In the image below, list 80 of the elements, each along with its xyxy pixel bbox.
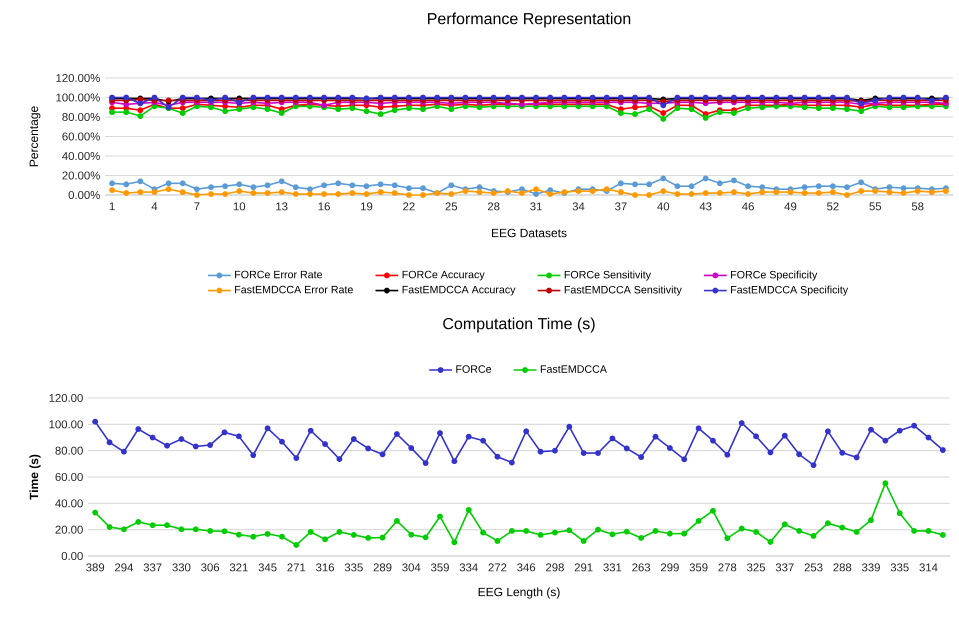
legend-label: FastEMDCCA Specificity xyxy=(731,286,848,296)
y-tick-label: 20.00% xyxy=(62,171,100,180)
x-tick-label: 31 xyxy=(530,202,542,210)
legend-label: FastEMDCCA Accuracy xyxy=(402,286,516,296)
x-tick-label: 325 xyxy=(747,563,766,572)
y-tick-label: 100.00% xyxy=(56,93,100,102)
x-tick-label: 16 xyxy=(318,202,330,210)
x-tick-label: 4 xyxy=(152,202,158,210)
legend-label: FORCe Error Rate xyxy=(235,270,322,278)
x-tick-label: 55 xyxy=(869,202,882,210)
x-tick-label: 289 xyxy=(374,563,392,572)
x-tick-label: 337 xyxy=(776,563,794,572)
x-tick-label: 346 xyxy=(517,563,536,572)
y-tick-label: 0.00 xyxy=(62,552,83,560)
x-tick-label: 306 xyxy=(201,563,220,572)
x-tick-label: 291 xyxy=(574,563,593,572)
x-tick-label: 334 xyxy=(460,563,478,572)
x-tick-label: 299 xyxy=(660,563,679,572)
x-tick-label: 271 xyxy=(287,563,306,572)
x-tick-label: 335 xyxy=(890,563,909,572)
x-tick-label: 58 xyxy=(912,202,924,210)
x-tick-label: 359 xyxy=(430,563,449,572)
x-tick-label: 337 xyxy=(144,563,162,572)
x-tick-label: 43 xyxy=(700,202,712,210)
x-tick-label: 52 xyxy=(827,202,839,210)
x-tick-label: 321 xyxy=(230,563,248,572)
y-tick-label: 80.00% xyxy=(62,112,100,122)
y-tick-label: 60.00% xyxy=(62,132,100,141)
y-axis-title: Time (s) xyxy=(29,454,41,500)
x-tick-label: 335 xyxy=(344,563,363,572)
legend-label: FastEMDCCA xyxy=(540,365,607,373)
x-tick-label: 40 xyxy=(657,202,670,210)
x-tick-label: 314 xyxy=(919,563,938,572)
y-tick-label: 40.00 xyxy=(55,499,83,508)
x-tick-label: 331 xyxy=(603,563,622,572)
x-axis-title: EEG Length (s) xyxy=(478,587,560,599)
x-tick-label: 304 xyxy=(402,563,420,572)
legend-label: FORCe xyxy=(456,365,492,373)
y-tick-label: 60.00 xyxy=(56,472,83,482)
x-tick-label: 34 xyxy=(572,202,584,210)
x-axis-title: EEG Datasets xyxy=(492,228,567,238)
x-tick-label: 272 xyxy=(488,563,506,572)
y-tick-label: 20.00 xyxy=(55,526,83,534)
x-tick-label: 345 xyxy=(258,563,277,572)
x-tick-label: 13 xyxy=(276,202,288,210)
x-tick-label: 316 xyxy=(316,563,334,572)
chart-title: Computation Time (s) xyxy=(443,318,595,332)
y-tick-label: 120.00% xyxy=(56,74,100,82)
y-tick-label: 120.00 xyxy=(49,394,83,402)
x-tick-label: 298 xyxy=(546,563,564,572)
legend-label: FORCe Accuracy xyxy=(402,270,485,280)
y-tick-label: 40.00% xyxy=(62,152,100,160)
legend-label: FastEMDCCA Error Rate xyxy=(235,286,353,294)
y-tick-label: 80.00 xyxy=(55,446,83,455)
legend-label: FORCe Sensitivity xyxy=(564,270,651,281)
x-tick-label: 253 xyxy=(804,563,822,572)
x-tick-label: 294 xyxy=(115,563,134,572)
x-tick-label: 22 xyxy=(403,202,415,210)
x-tick-label: 46 xyxy=(742,202,754,210)
chart-title: Performance Representation xyxy=(428,12,630,28)
x-tick-label: 25 xyxy=(446,202,458,210)
x-tick-label: 28 xyxy=(488,202,500,210)
x-tick-label: 339 xyxy=(862,563,880,572)
x-tick-label: 359 xyxy=(690,563,708,572)
x-tick-label: 263 xyxy=(632,563,650,572)
x-tick-label: 278 xyxy=(718,563,736,572)
x-tick-label: 7 xyxy=(194,202,200,210)
legend-label: FORCe Specificity xyxy=(731,270,818,281)
x-tick-label: 1 xyxy=(110,202,115,210)
y-tick-label: 0.00% xyxy=(68,190,100,200)
x-tick-label: 37 xyxy=(615,202,627,210)
x-tick-label: 10 xyxy=(234,202,246,210)
x-tick-label: 49 xyxy=(784,202,796,210)
y-axis-title: Percentage xyxy=(30,106,40,166)
x-tick-label: 389 xyxy=(86,563,104,572)
x-tick-label: 288 xyxy=(833,563,852,572)
x-tick-label: 19 xyxy=(361,202,372,210)
x-tick-label: 330 xyxy=(172,563,190,572)
y-tick-label: 100.00 xyxy=(49,420,83,428)
legend-label: FastEMDCCA Sensitivity xyxy=(564,286,682,296)
